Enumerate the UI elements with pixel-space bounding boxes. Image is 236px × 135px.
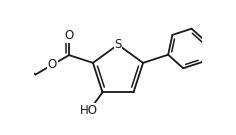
Text: O: O [64, 29, 74, 42]
Text: S: S [114, 38, 122, 51]
Text: HO: HO [80, 104, 98, 117]
Text: O: O [48, 58, 57, 71]
